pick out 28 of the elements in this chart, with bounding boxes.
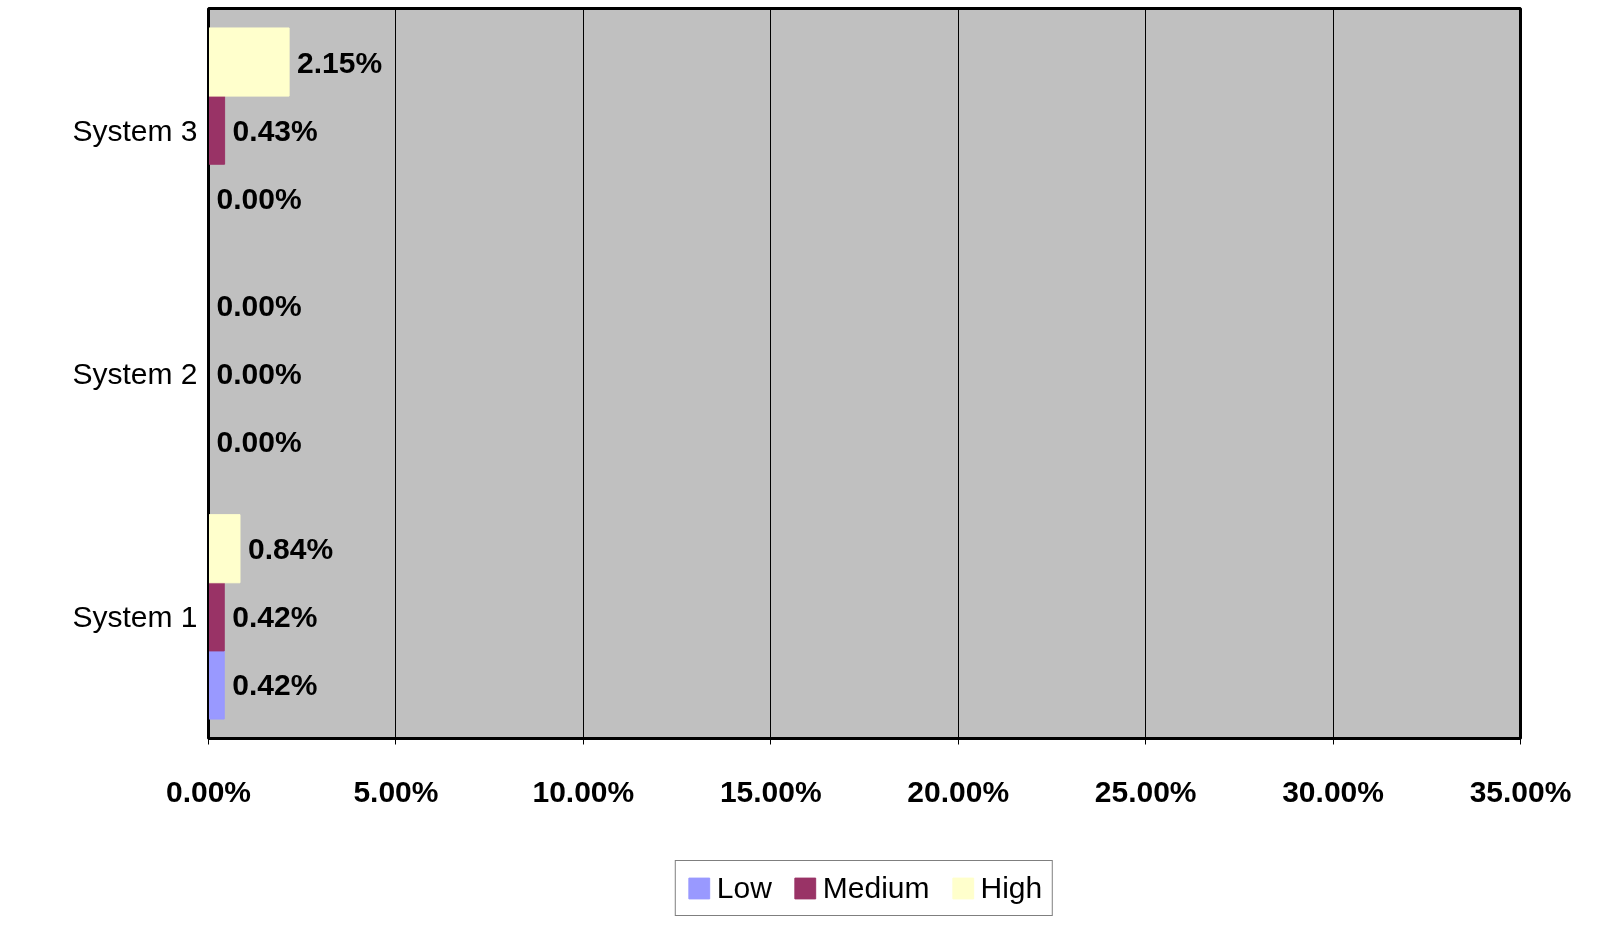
data-label: 0.00% <box>216 357 302 390</box>
bar <box>208 582 225 652</box>
legend-label: High <box>980 871 1043 905</box>
x-tick-label: 10.00% <box>532 774 635 808</box>
x-tick-label: 0.00% <box>165 774 252 808</box>
bar <box>208 27 290 97</box>
x-tick-label: 25.00% <box>1094 774 1197 808</box>
data-label: 0.42% <box>232 600 318 634</box>
data-label: 0.42% <box>232 668 318 702</box>
data-label: 2.15% <box>297 45 383 79</box>
data-label: 0.00% <box>216 288 302 322</box>
y-tick-label: System 2 <box>72 357 198 390</box>
x-tick-label: 30.00% <box>1282 774 1384 808</box>
x-tick-label: 20.00% <box>907 774 1010 808</box>
legend-label: Low <box>716 871 772 905</box>
bar <box>208 514 241 584</box>
bar <box>208 650 225 720</box>
data-label: 0.00% <box>216 425 302 459</box>
data-label: 0.43% <box>232 113 318 147</box>
legend-label: Medium <box>822 871 930 905</box>
x-tick-label: 5.00% <box>353 774 439 808</box>
x-tick-label: 15.00% <box>719 774 822 808</box>
y-tick-label: System 1 <box>72 600 198 634</box>
x-tick-label: 35.00% <box>1469 774 1572 808</box>
data-label: 0.00% <box>216 181 302 215</box>
y-tick-label: System 3 <box>72 113 198 147</box>
bar <box>208 95 226 165</box>
data-label: 0.84% <box>247 532 334 566</box>
